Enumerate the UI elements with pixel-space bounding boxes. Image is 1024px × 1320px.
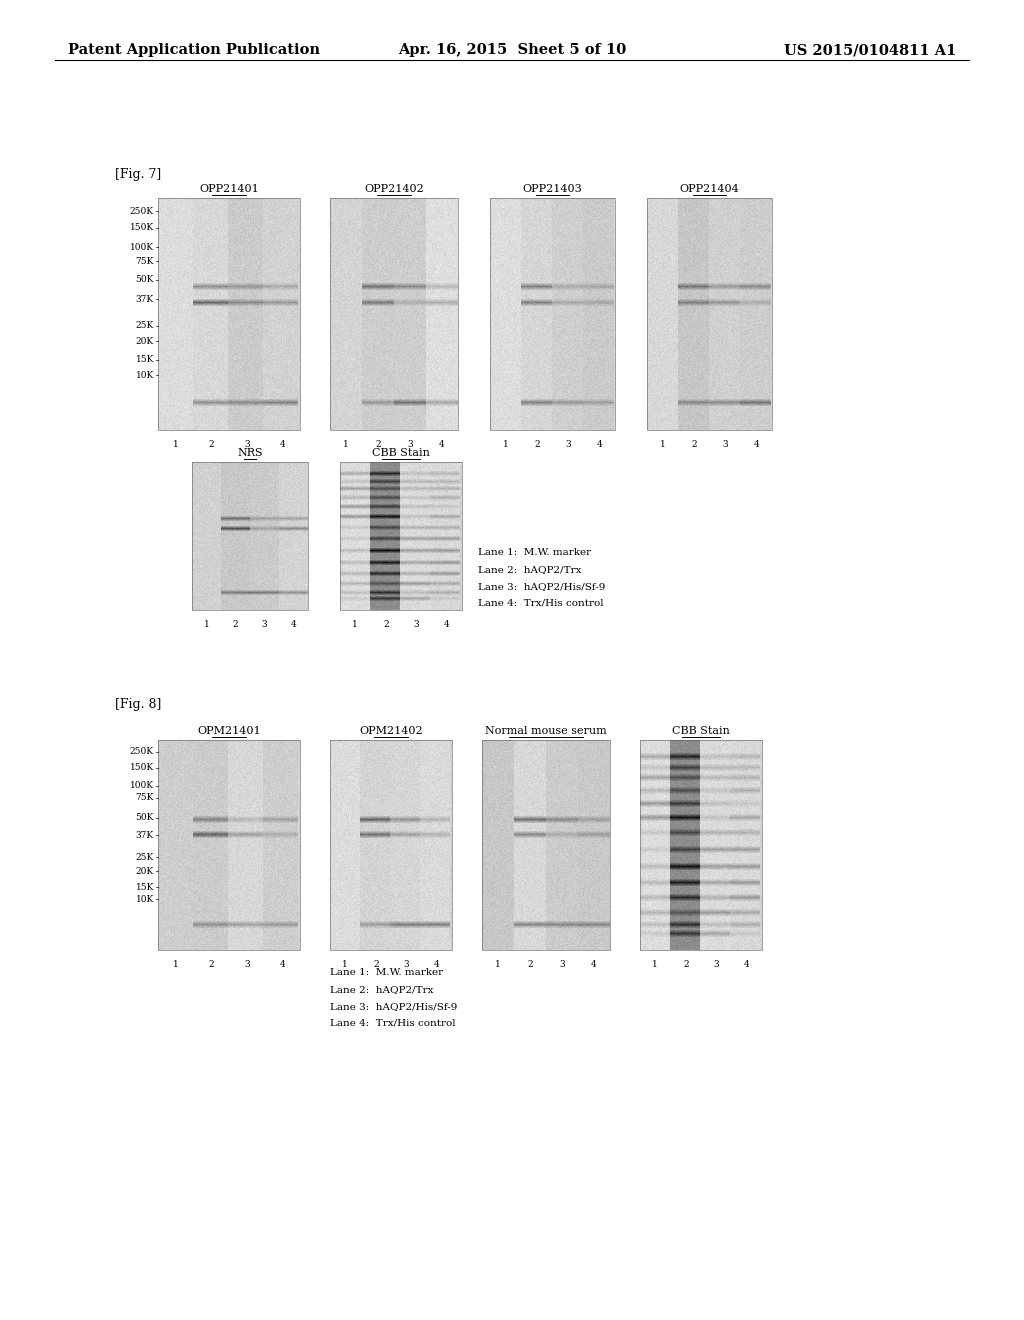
Text: 4: 4 (591, 960, 597, 969)
Text: 4: 4 (280, 960, 285, 969)
Text: 2: 2 (527, 960, 532, 969)
Bar (647, 198, 772, 430)
Bar (158, 198, 300, 430)
Text: 4: 4 (743, 960, 750, 969)
Text: 37K: 37K (136, 830, 154, 840)
Text: Lane 2:  hAQP2/Trx: Lane 2: hAQP2/Trx (478, 565, 582, 574)
Text: 3: 3 (565, 440, 571, 449)
Text: Apr. 16, 2015  Sheet 5 of 10: Apr. 16, 2015 Sheet 5 of 10 (398, 44, 626, 57)
Text: Lane 1:  M.W. marker: Lane 1: M.W. marker (330, 968, 443, 977)
Text: 15K: 15K (135, 355, 154, 364)
Text: 3: 3 (408, 440, 413, 449)
Text: 1: 1 (173, 440, 178, 449)
Text: 2: 2 (209, 440, 214, 449)
Text: OPP21403: OPP21403 (522, 183, 583, 194)
Bar (482, 741, 610, 950)
Text: 100K: 100K (130, 781, 154, 791)
Text: 75K: 75K (135, 793, 154, 803)
Text: OPM21402: OPM21402 (359, 726, 423, 737)
Text: 4: 4 (443, 620, 450, 630)
Text: 1: 1 (173, 960, 178, 969)
Text: 1: 1 (352, 620, 358, 630)
Text: [Fig. 8]: [Fig. 8] (115, 698, 162, 711)
Text: 4: 4 (280, 440, 285, 449)
Bar (158, 741, 300, 950)
Text: 3: 3 (262, 620, 267, 630)
Text: 3: 3 (714, 960, 719, 969)
Text: OPP21402: OPP21402 (365, 183, 424, 194)
Text: 1: 1 (659, 440, 666, 449)
Text: 75K: 75K (135, 256, 154, 265)
Text: 2: 2 (373, 960, 379, 969)
Text: 4: 4 (754, 440, 759, 449)
Text: 50K: 50K (135, 813, 154, 822)
Text: 2: 2 (683, 960, 688, 969)
Text: 250K: 250K (130, 747, 154, 756)
Text: Lane 3:  hAQP2/His/Sf-9: Lane 3: hAQP2/His/Sf-9 (330, 1002, 458, 1011)
Text: 4: 4 (291, 620, 296, 630)
Text: 4: 4 (434, 960, 439, 969)
Text: 2: 2 (375, 440, 381, 449)
Text: US 2015/0104811 A1: US 2015/0104811 A1 (783, 44, 956, 57)
Text: 10K: 10K (135, 895, 154, 903)
Bar (330, 741, 452, 950)
Text: [Fig. 7]: [Fig. 7] (115, 168, 161, 181)
Text: 3: 3 (414, 620, 419, 630)
Text: 3: 3 (559, 960, 565, 969)
Bar (340, 462, 462, 610)
Text: 1: 1 (496, 960, 501, 969)
Text: Lane 4:  Trx/His control: Lane 4: Trx/His control (330, 1019, 456, 1028)
Text: 3: 3 (722, 440, 728, 449)
Text: 37K: 37K (136, 294, 154, 304)
Text: Lane 3:  hAQP2/His/Sf-9: Lane 3: hAQP2/His/Sf-9 (478, 582, 605, 591)
Text: 3: 3 (403, 960, 409, 969)
Bar (490, 198, 615, 430)
Text: Lane 4:  Trx/His control: Lane 4: Trx/His control (478, 599, 603, 609)
Text: 50K: 50K (135, 276, 154, 285)
Text: 2: 2 (691, 440, 696, 449)
Text: 1: 1 (652, 960, 658, 969)
Text: 2: 2 (535, 440, 540, 449)
Text: NRS: NRS (238, 447, 263, 458)
Text: 1: 1 (503, 440, 509, 449)
Text: 4: 4 (439, 440, 444, 449)
Text: Lane 2:  hAQP2/Trx: Lane 2: hAQP2/Trx (330, 985, 433, 994)
Text: 100K: 100K (130, 243, 154, 252)
Text: 3: 3 (244, 960, 250, 969)
Text: Lane 1:  M.W. marker: Lane 1: M.W. marker (478, 548, 591, 557)
Text: 1: 1 (204, 620, 209, 630)
Text: 10K: 10K (135, 371, 154, 380)
Text: 2: 2 (383, 620, 388, 630)
Text: CBB Stain: CBB Stain (372, 447, 430, 458)
Text: 250K: 250K (130, 206, 154, 215)
Text: 15K: 15K (135, 883, 154, 891)
Text: 150K: 150K (130, 223, 154, 232)
Text: Normal mouse serum: Normal mouse serum (485, 726, 607, 737)
Text: OPP21404: OPP21404 (680, 183, 739, 194)
Text: 20K: 20K (136, 866, 154, 875)
Text: 3: 3 (244, 440, 250, 449)
Bar (640, 741, 762, 950)
Text: 25K: 25K (135, 322, 154, 330)
Text: 2: 2 (209, 960, 214, 969)
Text: Patent Application Publication: Patent Application Publication (68, 44, 319, 57)
Text: 1: 1 (342, 960, 348, 969)
Text: CBB Stain: CBB Stain (672, 726, 730, 737)
Bar (193, 462, 308, 610)
Text: 2: 2 (232, 620, 239, 630)
Text: 25K: 25K (135, 853, 154, 862)
Text: 150K: 150K (130, 763, 154, 772)
Text: 1: 1 (343, 440, 349, 449)
Bar (330, 198, 458, 430)
Text: 4: 4 (597, 440, 602, 449)
Text: OPP21401: OPP21401 (199, 183, 259, 194)
Text: 20K: 20K (136, 337, 154, 346)
Text: OPM21401: OPM21401 (198, 726, 261, 737)
